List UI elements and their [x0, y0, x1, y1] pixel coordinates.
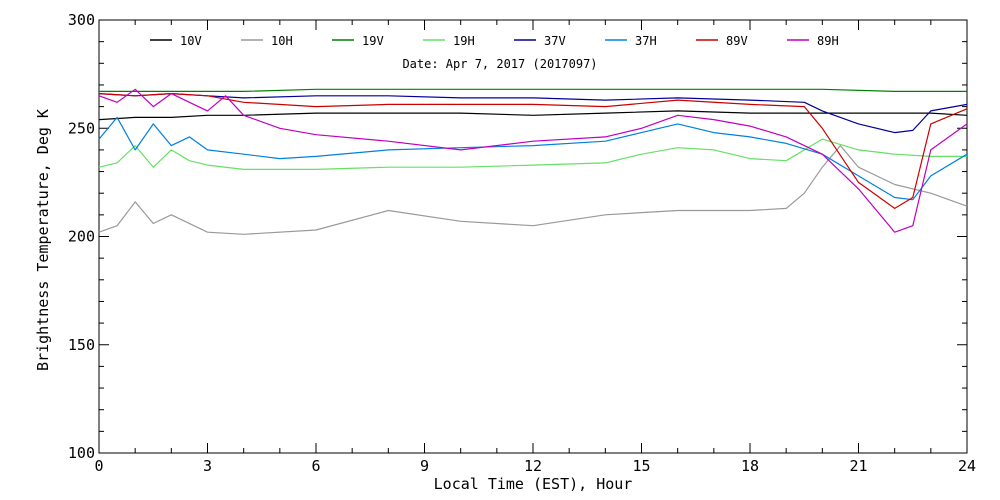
x-tick-label: 6	[311, 457, 320, 475]
y-tick-label: 150	[68, 336, 95, 354]
y-tick-label: 200	[68, 228, 95, 246]
series-lines	[98, 88, 968, 235]
series-line-19v	[99, 88, 967, 93]
y-axis-label: Brightness Temperature, Deg K	[34, 109, 52, 371]
legend-label-89h: 89H	[817, 34, 839, 48]
y-tick-label: 250	[68, 119, 95, 137]
date-annotation: Date: Apr 7, 2017 (2017097)	[402, 57, 597, 71]
x-tick-label: 15	[632, 457, 650, 475]
legend-label-37h: 37H	[635, 34, 657, 48]
legend-label-10h: 10H	[271, 34, 293, 48]
x-axis-label: Local Time (EST), Hour	[434, 475, 633, 493]
x-tick-label: 12	[524, 457, 542, 475]
series-line-19h	[98, 138, 967, 170]
series-line-89h	[98, 88, 968, 233]
legend-label-10v: 10V	[180, 34, 202, 48]
x-tick-label: 9	[420, 457, 429, 475]
axis-tick-labels: 0 3 6 9 12 15 18 21 24 100 150 200 250 300	[68, 11, 976, 475]
y-tick-label: 100	[68, 444, 95, 462]
axis-ticks	[98, 19, 968, 454]
x-tick-label: 21	[849, 457, 867, 475]
legend-label-37v: 37V	[544, 34, 566, 48]
series-line-37h	[98, 116, 968, 201]
legend-label-19v: 19V	[362, 34, 384, 48]
x-tick-label: 0	[94, 457, 103, 475]
x-tick-label: 18	[741, 457, 759, 475]
legend: 10V 10H 19V 19H 37V 37H 89V 89H	[150, 34, 839, 48]
plot-frame	[98, 19, 968, 454]
x-tick-label: 24	[958, 457, 976, 475]
legend-label-19h: 19H	[453, 34, 475, 48]
series-line-10v	[98, 110, 968, 121]
legend-label-89v: 89V	[726, 34, 748, 48]
series-line-89v	[98, 92, 968, 209]
x-tick-label: 3	[203, 457, 212, 475]
series-line-10h	[98, 145, 968, 235]
y-tick-label: 300	[68, 11, 95, 29]
